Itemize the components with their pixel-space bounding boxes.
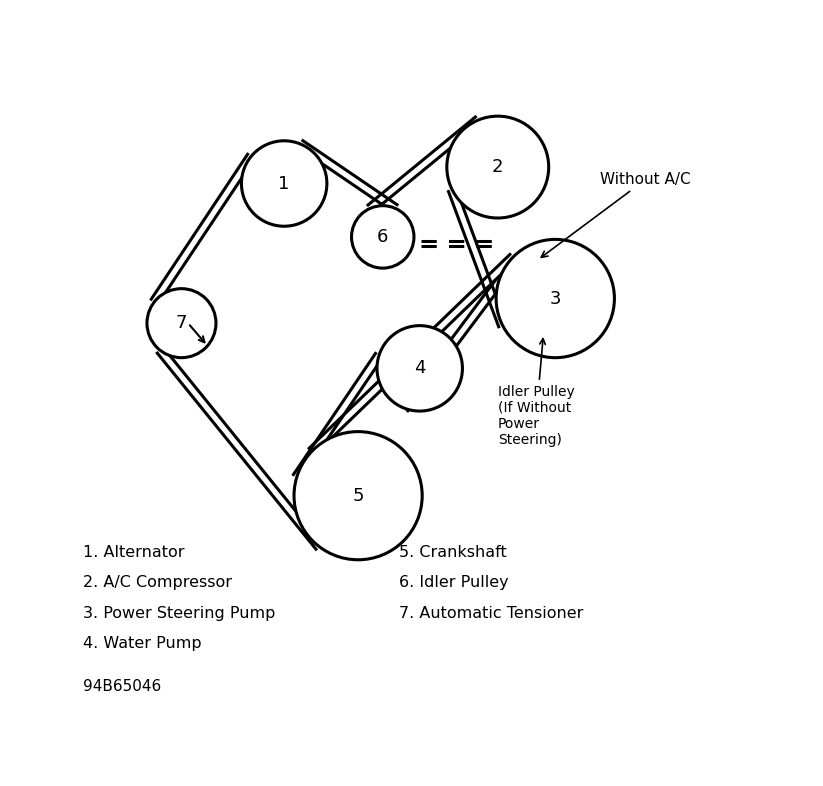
Text: 94B65046: 94B65046 — [83, 679, 161, 694]
Text: 1: 1 — [278, 174, 290, 193]
Text: 6. Idler Pulley: 6. Idler Pulley — [399, 575, 509, 590]
Text: 7: 7 — [176, 314, 187, 332]
Text: 4. Water Pump: 4. Water Pump — [83, 636, 202, 651]
Text: 1. Alternator: 1. Alternator — [83, 545, 184, 560]
Circle shape — [241, 141, 327, 226]
Text: 7. Automatic Tensioner: 7. Automatic Tensioner — [399, 606, 584, 621]
Text: 5. Crankshaft: 5. Crankshaft — [399, 545, 507, 560]
Circle shape — [147, 288, 216, 358]
Circle shape — [377, 325, 463, 411]
Text: 3. Power Steering Pump: 3. Power Steering Pump — [83, 606, 275, 621]
Text: 6: 6 — [377, 228, 388, 246]
Text: 3: 3 — [550, 289, 561, 307]
Text: 4: 4 — [414, 359, 425, 377]
Text: Idler Pulley
(If Without
Power
Steering): Idler Pulley (If Without Power Steering) — [498, 339, 574, 447]
Circle shape — [447, 116, 549, 218]
Text: 2: 2 — [492, 158, 504, 176]
Text: Without A/C: Without A/C — [542, 172, 691, 257]
Text: 2. A/C Compressor: 2. A/C Compressor — [83, 575, 232, 590]
Circle shape — [496, 240, 615, 358]
Circle shape — [294, 432, 422, 560]
Circle shape — [351, 206, 414, 268]
Text: 5: 5 — [352, 487, 364, 505]
